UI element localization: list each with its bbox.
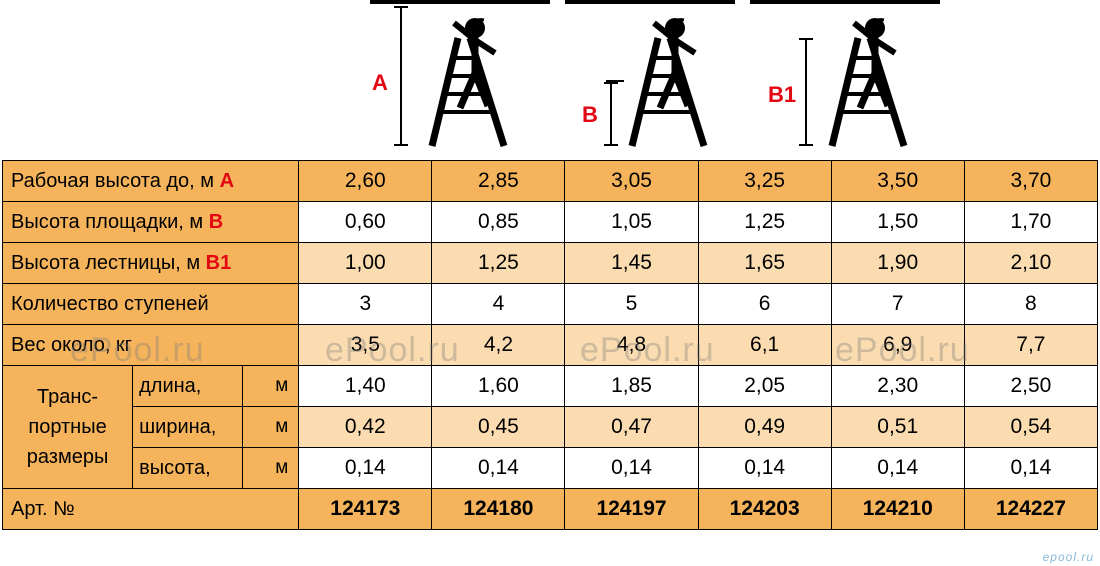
data-cell: 5 — [565, 284, 698, 325]
data-cell: 3,25 — [698, 161, 831, 202]
row-label: Рабочая высота до, м А — [3, 161, 299, 202]
data-cell: 3,50 — [831, 161, 964, 202]
transport-unit: м — [243, 407, 299, 448]
data-cell: 0,51 — [831, 407, 964, 448]
diagram-area: А В — [0, 0, 1100, 160]
platform-tick-b — [606, 80, 624, 82]
data-cell: 4,2 — [432, 325, 565, 366]
data-cell: 1,05 — [565, 202, 698, 243]
row-label: Высота площадки, м В — [3, 202, 299, 243]
data-cell: 3,5 — [299, 325, 432, 366]
data-cell: 0,85 — [432, 202, 565, 243]
data-cell: 3,70 — [964, 161, 1097, 202]
data-cell: 124227 — [964, 489, 1097, 530]
data-cell: 0,60 — [299, 202, 432, 243]
transport-sublabel: ширина, — [133, 407, 243, 448]
ceiling-line-b — [565, 0, 735, 4]
data-cell: 2,60 — [299, 161, 432, 202]
data-cell: 124173 — [299, 489, 432, 530]
measure-line-b — [610, 82, 612, 146]
data-cell: 1,90 — [831, 243, 964, 284]
spec-table: Рабочая высота до, м А2,602,853,053,253,… — [2, 160, 1098, 530]
data-cell: 1,45 — [565, 243, 698, 284]
measure-line-a — [400, 6, 402, 146]
data-cell: 0,49 — [698, 407, 831, 448]
data-cell: 0,14 — [831, 448, 964, 489]
data-cell: 6 — [698, 284, 831, 325]
data-cell: 7 — [831, 284, 964, 325]
data-cell: 0,14 — [432, 448, 565, 489]
data-cell: 4 — [432, 284, 565, 325]
row-label: Вес около, кг — [3, 325, 299, 366]
data-cell: 2,85 — [432, 161, 565, 202]
ladder-icon-a — [420, 18, 530, 148]
data-cell: 2,50 — [964, 366, 1097, 407]
data-cell: 1,65 — [698, 243, 831, 284]
data-cell: 1,40 — [299, 366, 432, 407]
data-cell: 0,14 — [698, 448, 831, 489]
data-cell: 1,50 — [831, 202, 964, 243]
transport-group-label: Транс-портныеразмеры — [3, 366, 133, 489]
ladder-icon-b — [620, 18, 730, 148]
data-cell: 0,14 — [299, 448, 432, 489]
label-b: В — [582, 102, 598, 128]
data-cell: 0,14 — [565, 448, 698, 489]
data-cell: 7,7 — [964, 325, 1097, 366]
data-cell: 4,8 — [565, 325, 698, 366]
data-cell: 2,05 — [698, 366, 831, 407]
data-cell: 0,42 — [299, 407, 432, 448]
data-cell: 124197 — [565, 489, 698, 530]
data-cell: 3 — [299, 284, 432, 325]
ceiling-line-b1 — [750, 0, 940, 4]
label-a: А — [372, 70, 388, 96]
transport-sublabel: высота, — [133, 448, 243, 489]
measure-line-b1 — [805, 38, 807, 146]
ceiling-line-a — [370, 0, 550, 4]
data-cell: 1,85 — [565, 366, 698, 407]
ladder-icon-b1 — [820, 18, 930, 148]
transport-sublabel: длина, — [133, 366, 243, 407]
data-cell: 8 — [964, 284, 1097, 325]
row-label: Высота лестницы, м В1 — [3, 243, 299, 284]
data-cell: 1,70 — [964, 202, 1097, 243]
data-cell: 0,14 — [964, 448, 1097, 489]
data-cell: 124203 — [698, 489, 831, 530]
data-cell: 2,30 — [831, 366, 964, 407]
footer-mark: epool.ru — [1043, 550, 1094, 564]
article-label: Арт. № — [3, 489, 299, 530]
data-cell: 124210 — [831, 489, 964, 530]
data-cell: 1,25 — [432, 243, 565, 284]
data-cell: 124180 — [432, 489, 565, 530]
transport-unit: м — [243, 366, 299, 407]
data-cell: 6,9 — [831, 325, 964, 366]
label-b1: В1 — [768, 82, 796, 108]
data-cell: 6,1 — [698, 325, 831, 366]
data-cell: 1,00 — [299, 243, 432, 284]
data-cell: 1,60 — [432, 366, 565, 407]
data-cell: 3,05 — [565, 161, 698, 202]
data-cell: 0,45 — [432, 407, 565, 448]
row-label: Количество ступеней — [3, 284, 299, 325]
data-cell: 0,54 — [964, 407, 1097, 448]
data-cell: 2,10 — [964, 243, 1097, 284]
data-cell: 1,25 — [698, 202, 831, 243]
transport-unit: м — [243, 448, 299, 489]
data-cell: 0,47 — [565, 407, 698, 448]
